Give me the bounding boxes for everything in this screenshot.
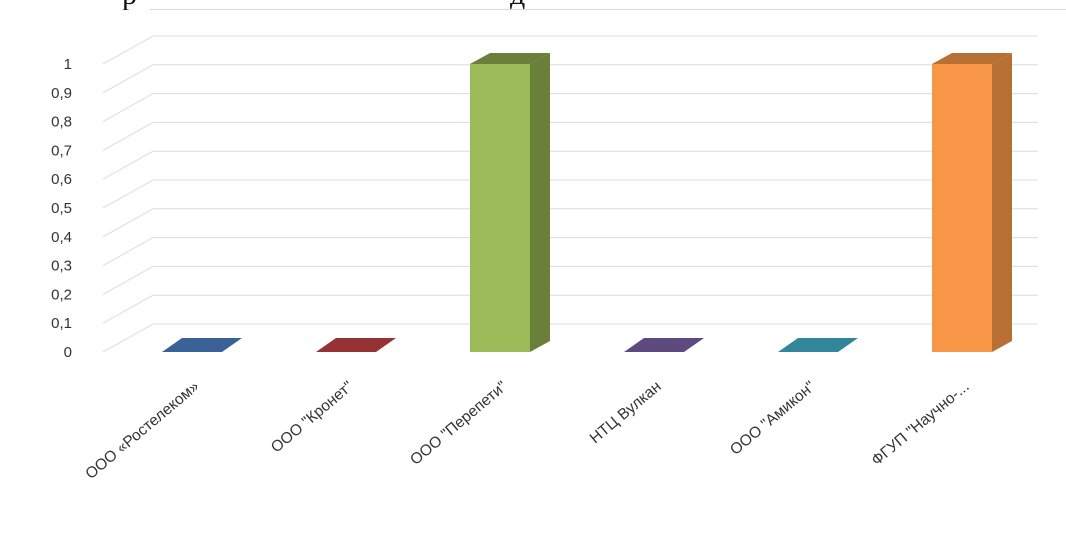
bar	[470, 53, 550, 352]
bar-side	[530, 53, 550, 352]
y-tick-label: 0,4	[51, 229, 72, 246]
x-tick-label: НТЦ Вулкан	[587, 378, 665, 447]
gridlines	[102, 35, 1038, 353]
bar-flat	[162, 338, 242, 352]
bar-side	[992, 53, 1012, 352]
gridline-depth	[102, 294, 154, 324]
x-axis-labels: ООО «Ростелеком» ООО "Кронет" ООО "Перепет…	[82, 378, 972, 483]
bars	[162, 53, 1012, 352]
cropped-caption-right: д	[510, 0, 525, 10]
y-axis-ticks: 0 0,1 0,2 0,3 0,4 0,5 0,6 0,7 0,8 0,9 1	[51, 56, 72, 361]
gridline-depth	[102, 64, 154, 94]
x-tick-label: ООО "Амикон"	[727, 378, 819, 459]
y-tick-label: 1	[64, 56, 72, 73]
bar-top	[932, 53, 1012, 64]
gridline-depth	[102, 265, 154, 295]
y-tick-label: 0	[64, 344, 72, 361]
gridline-depth	[102, 179, 154, 209]
y-tick-label: 0,2	[51, 286, 72, 303]
bar-flat	[316, 338, 396, 352]
cropped-caption: р д	[0, 0, 1066, 10]
cropped-caption-left: р	[122, 0, 137, 10]
bar	[778, 338, 858, 352]
top-divider	[150, 9, 1066, 10]
bar	[162, 338, 242, 352]
y-tick-label: 0,9	[51, 85, 72, 102]
bar-front	[932, 64, 992, 352]
y-tick-label: 0,3	[51, 258, 72, 275]
y-tick-label: 0,8	[51, 114, 72, 131]
bar	[932, 53, 1012, 352]
x-tick-label: ФГУП "Научно-...	[868, 378, 972, 469]
y-tick-label: 0,1	[51, 315, 72, 332]
gridline-depth	[102, 323, 154, 353]
y-tick-label: 0,6	[51, 171, 72, 188]
bar	[316, 338, 396, 352]
x-tick-label: ООО "Перепети"	[407, 378, 510, 469]
gridline-depth	[102, 237, 154, 267]
gridline-depth	[102, 208, 154, 238]
gridline-depth	[102, 35, 154, 65]
bar	[624, 338, 704, 352]
gridline-depth	[102, 150, 154, 180]
y-tick-label: 0,5	[51, 200, 72, 217]
y-tick-label: 0,7	[51, 142, 72, 159]
bar-flat	[778, 338, 858, 352]
bar-front	[470, 64, 530, 352]
bar-flat	[624, 338, 704, 352]
x-tick-label: ООО «Ростелеком»	[82, 378, 202, 483]
bar-top	[470, 53, 550, 64]
x-tick-label: ООО "Кронет"	[268, 378, 357, 456]
gridline-depth	[102, 121, 154, 151]
gridline-depth	[102, 93, 154, 123]
